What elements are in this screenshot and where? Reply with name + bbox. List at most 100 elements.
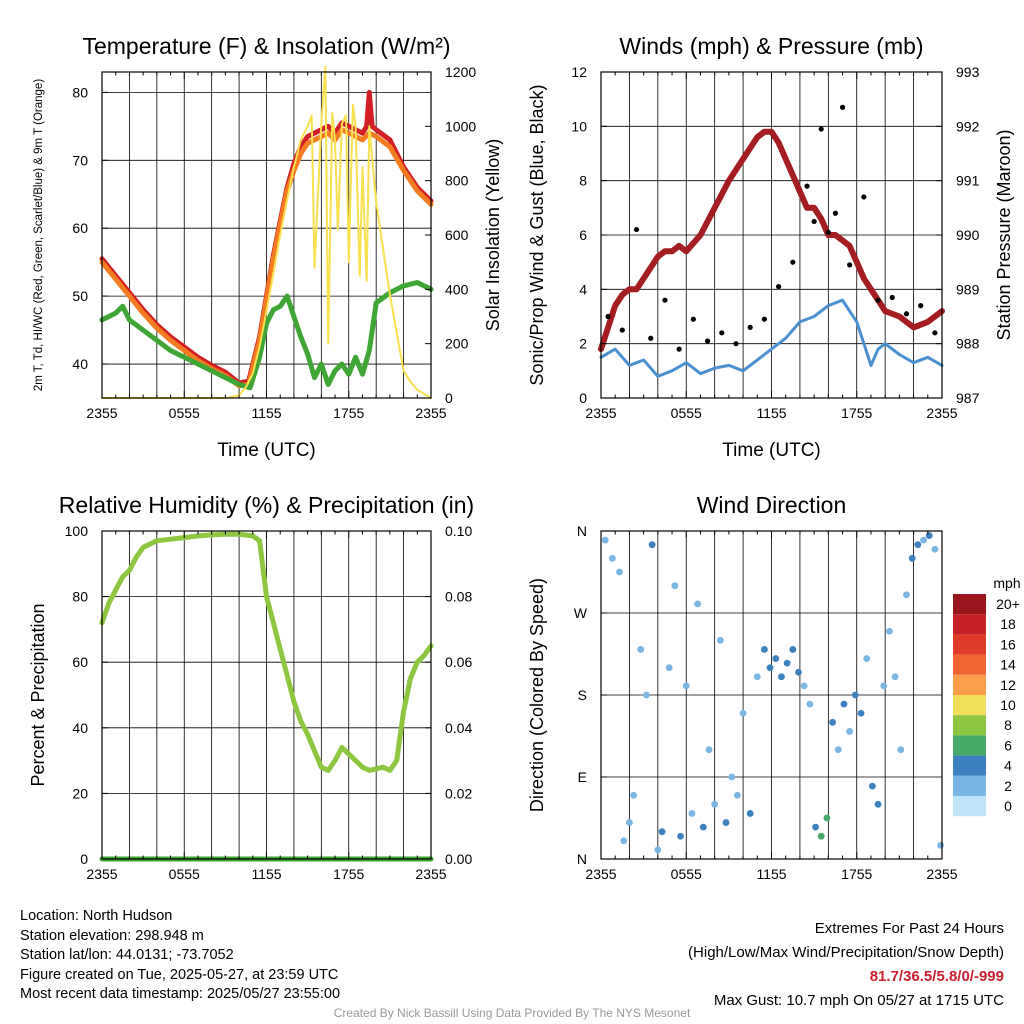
x-tick-label: 2355 [86,866,117,882]
gust-point [811,218,817,225]
y-tick-label: 40 [72,356,88,372]
gust-point [832,210,839,216]
y2-tick-label: 993 [956,64,980,80]
chart-title: Temperature (F) & Insolation (W/m²) [82,33,450,59]
chart-panel-4: mph 20+ 18 16 14 12 10 8 6 4 2 0 2355 0555 1155 1755 235… [527,492,1021,882]
y-tick-label: 80 [72,84,88,100]
legend-swatch [953,594,986,615]
direction-point [616,568,623,576]
gust-point [790,259,796,265]
y2-tick-label: 0.00 [445,851,472,867]
direction-point [739,709,747,717]
direction-point [630,791,638,799]
y-tick-label: 12 [571,64,587,80]
recent-text: Most recent data timestamp: 2025/05/27 2… [20,986,341,1003]
direction-point [722,819,730,826]
direction-point [846,728,854,735]
direction-point [891,673,899,681]
direction-point [694,600,702,608]
direction-point [648,541,656,549]
gust-point [733,341,739,347]
direction-point [682,682,690,690]
direction-point [806,700,814,708]
legend-title: mph [993,575,1020,591]
chart-panel-1: 2355 0555 1155 1755 235540506070800200400600… [33,33,503,461]
x-tick-label: 2355 [86,405,117,421]
x-tick-label: 0555 [169,405,200,421]
direction-point [711,800,719,808]
y2-tick-label: 0.04 [445,720,472,736]
y2-tick-label: 0.10 [445,523,472,539]
legend-label: 20+ [996,596,1020,612]
legend-label: 2 [1004,778,1012,794]
gust-point [804,183,810,189]
x-axis-label: Time (UTC) [722,440,821,461]
x-tick-label: 0555 [671,405,702,421]
y-tick-label: 40 [72,720,88,736]
y2-tick-label: 800 [445,173,469,189]
direction-point [908,554,916,562]
direction-point [857,709,865,717]
direction-point [914,541,922,549]
legend-swatch [953,614,986,635]
x-tick-label: 1155 [756,405,786,421]
speed-legend: mph 20+ 18 16 14 12 10 8 6 4 2 0 [953,575,1021,817]
direction-point [626,819,633,826]
x-tick-label: 2355 [585,866,616,882]
x-tick-label: 2355 [415,405,446,421]
direction-point [851,691,859,699]
direction-point [601,536,609,544]
y2-tick-label: 0.06 [445,654,472,670]
direction-point [620,837,628,845]
direction-point [778,673,785,681]
y-tick-label: 60 [72,654,88,670]
chart-panel-3: 2355 0555 1155 1755 23550204060801000.000.02… [28,492,474,882]
y-tick-label: 4 [579,281,587,297]
y-tick-label: 60 [72,220,88,236]
direction-point [920,536,927,544]
direction-point [931,545,939,553]
direction-point [897,746,905,754]
gust-point [761,316,767,322]
chart-panel-2: 2355 0555 1155 1755 235502468101298798898999… [527,33,1014,461]
direction-point [699,823,707,831]
direction-point [925,532,933,539]
y-axis-label: Sonic/Prop Wind & Gust (Blue, Black) [527,84,547,385]
gust-point [861,194,867,200]
gust-point [633,226,640,233]
gust-point [648,335,654,341]
chart-title: Winds (mph) & Pressure (mb) [619,33,923,59]
direction-point [880,682,888,690]
gust-point [818,126,824,132]
x-tick-label: 2355 [926,405,957,421]
legend-label: 8 [1004,717,1012,733]
y-tick-label: 0 [579,390,587,406]
y-tick-label: 80 [72,589,88,605]
legend-label: 6 [1004,737,1012,753]
x-tick-label: 2355 [415,866,446,882]
gust-point [903,311,910,317]
y-axis-label: Percent & Precipitation [28,603,48,786]
y2-tick-label: 1200 [445,64,476,80]
direction-point [817,832,825,840]
y2-tick-label: 991 [956,173,980,189]
gust-point [932,330,938,336]
legend-swatch [953,755,986,776]
legend-label: 14 [1000,657,1016,673]
direction-point [688,810,696,817]
direction-point [800,682,808,690]
legend-swatch [953,715,986,736]
direction-point [789,646,797,653]
direction-point [886,627,893,635]
direction-point [671,582,679,590]
y-tick-label: 8 [579,173,587,189]
gust-point [776,284,782,290]
gust-point [847,262,853,268]
gust-point [825,229,831,235]
chart-title: Relative Humidity (%) & Precipitation (i… [59,492,474,518]
y-tick-label: W [574,605,588,621]
y-tick-label: 2 [579,336,587,352]
gust-point [889,294,895,301]
direction-point [665,664,673,672]
y-tick-label: S [578,687,587,703]
